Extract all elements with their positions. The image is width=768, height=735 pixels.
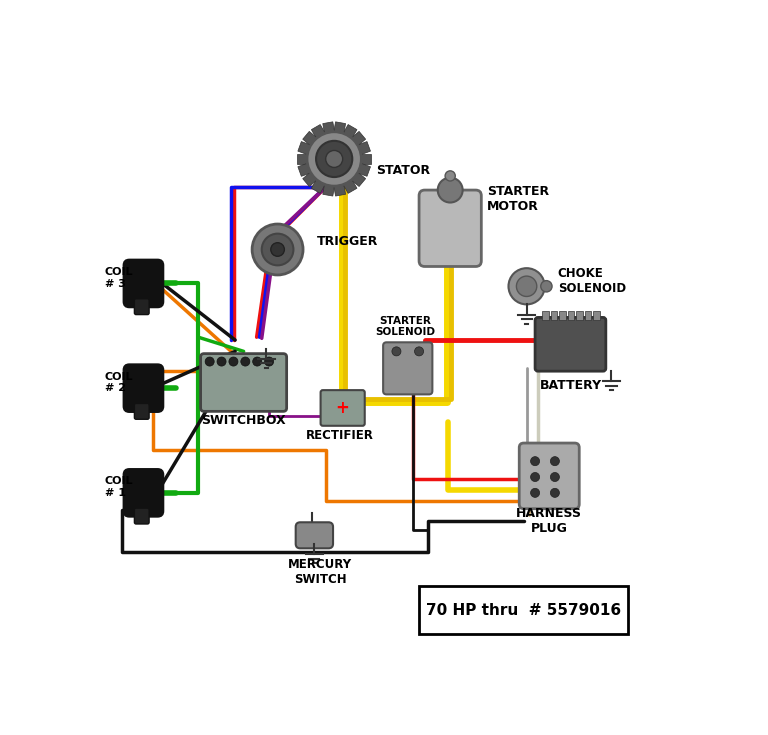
Text: STATOR: STATOR xyxy=(376,164,431,176)
Bar xyxy=(559,311,566,320)
Polygon shape xyxy=(358,163,370,176)
FancyBboxPatch shape xyxy=(134,298,149,315)
FancyBboxPatch shape xyxy=(535,318,606,371)
Polygon shape xyxy=(303,173,316,187)
Bar xyxy=(542,311,548,320)
Circle shape xyxy=(271,243,284,257)
Text: STARTER
MOTOR: STARTER MOTOR xyxy=(487,184,549,212)
Text: COIL
# 1: COIL # 1 xyxy=(105,476,134,498)
Circle shape xyxy=(531,488,540,498)
Bar xyxy=(568,311,574,320)
Polygon shape xyxy=(361,154,371,164)
Text: CHOKE
SOLENOID: CHOKE SOLENOID xyxy=(558,267,626,295)
Polygon shape xyxy=(323,122,335,133)
Circle shape xyxy=(253,357,262,366)
Circle shape xyxy=(392,347,401,356)
Circle shape xyxy=(326,151,343,168)
FancyBboxPatch shape xyxy=(519,443,579,509)
FancyBboxPatch shape xyxy=(200,354,286,412)
Circle shape xyxy=(541,281,552,292)
Polygon shape xyxy=(343,124,357,138)
Bar xyxy=(585,311,591,320)
Circle shape xyxy=(264,357,273,366)
Circle shape xyxy=(241,357,250,366)
Bar xyxy=(551,311,557,320)
Polygon shape xyxy=(298,142,310,154)
Polygon shape xyxy=(297,154,307,164)
Polygon shape xyxy=(343,180,357,193)
FancyBboxPatch shape xyxy=(320,390,365,426)
Polygon shape xyxy=(352,132,366,146)
Polygon shape xyxy=(323,184,335,196)
Text: COIL
# 2: COIL # 2 xyxy=(105,372,134,393)
Text: MERCURY
SWITCH: MERCURY SWITCH xyxy=(288,558,352,586)
Text: COIL
# 3: COIL # 3 xyxy=(105,267,134,289)
FancyBboxPatch shape xyxy=(296,523,333,548)
Circle shape xyxy=(551,488,559,498)
FancyBboxPatch shape xyxy=(419,190,482,267)
Circle shape xyxy=(508,268,545,304)
Polygon shape xyxy=(358,142,370,154)
Circle shape xyxy=(307,132,361,186)
Circle shape xyxy=(531,456,540,466)
Circle shape xyxy=(516,276,537,296)
Circle shape xyxy=(205,357,214,366)
Circle shape xyxy=(217,357,226,366)
Circle shape xyxy=(445,171,455,181)
Circle shape xyxy=(551,456,559,466)
Polygon shape xyxy=(311,124,325,138)
FancyBboxPatch shape xyxy=(134,404,149,419)
Text: BATTERY: BATTERY xyxy=(539,379,601,392)
FancyBboxPatch shape xyxy=(124,365,164,412)
Polygon shape xyxy=(303,132,316,146)
Polygon shape xyxy=(352,173,366,187)
Circle shape xyxy=(229,357,238,366)
FancyBboxPatch shape xyxy=(419,587,628,634)
Circle shape xyxy=(262,234,293,265)
Text: STARTER
SOLENOID: STARTER SOLENOID xyxy=(375,315,435,337)
Circle shape xyxy=(252,224,303,275)
FancyBboxPatch shape xyxy=(124,259,164,307)
Polygon shape xyxy=(311,180,325,193)
FancyBboxPatch shape xyxy=(383,343,432,395)
Polygon shape xyxy=(334,122,346,133)
Polygon shape xyxy=(298,163,310,176)
Text: SWITCHBOX: SWITCHBOX xyxy=(201,414,286,427)
Bar xyxy=(577,311,583,320)
Bar xyxy=(594,311,600,320)
Circle shape xyxy=(316,141,353,177)
Text: TRIGGER: TRIGGER xyxy=(317,234,379,248)
Circle shape xyxy=(531,473,540,481)
Circle shape xyxy=(438,178,462,203)
FancyBboxPatch shape xyxy=(134,508,149,524)
Circle shape xyxy=(415,347,424,356)
Text: HARNESS
PLUG: HARNESS PLUG xyxy=(516,507,582,535)
Text: +: + xyxy=(336,399,349,417)
Text: RECTIFIER: RECTIFIER xyxy=(306,429,374,442)
Circle shape xyxy=(551,473,559,481)
Text: 70 HP thru  # 5579016: 70 HP thru # 5579016 xyxy=(426,603,621,618)
Polygon shape xyxy=(334,184,346,196)
FancyBboxPatch shape xyxy=(124,469,164,517)
